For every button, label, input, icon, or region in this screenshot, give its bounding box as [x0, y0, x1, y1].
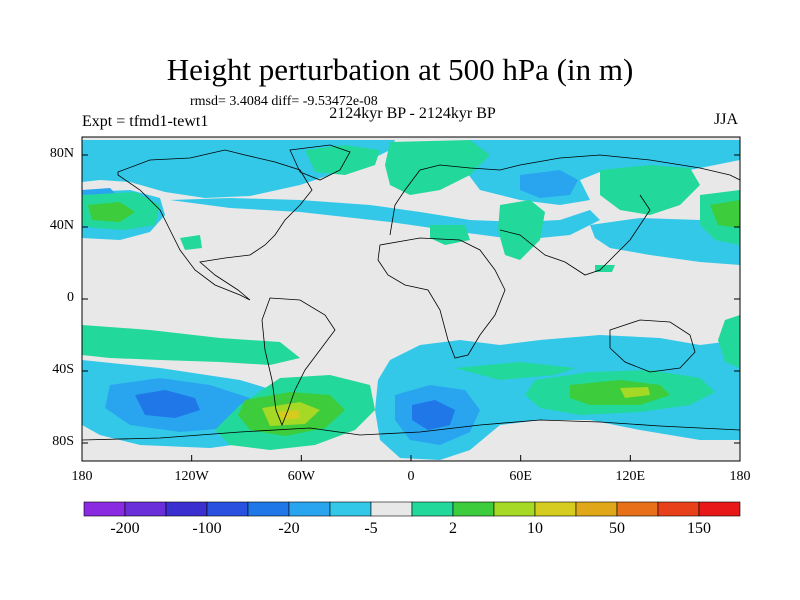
lat-label: 0 — [67, 290, 74, 305]
colorbar-swatch — [534, 501, 577, 517]
colorbar-swatch — [575, 501, 618, 517]
contour-region — [590, 218, 740, 265]
colorbar-swatch — [247, 501, 290, 517]
colorbar-label: 10 — [527, 520, 543, 537]
coastline-europe — [389, 154, 740, 236]
lat-label: 80S — [52, 434, 74, 449]
lon-label: 180 — [729, 469, 751, 484]
lat-label: 40N — [49, 218, 74, 233]
lat-label: 40S — [52, 362, 74, 377]
lon-label: 60W — [287, 469, 315, 484]
contour-region — [135, 390, 200, 418]
contour-region — [88, 202, 135, 222]
coastline-north-america — [117, 149, 313, 301]
coastline-australia — [609, 319, 696, 373]
lon-label: 60E — [509, 469, 532, 484]
contour-region — [82, 325, 300, 365]
lon-label: 120E — [615, 469, 646, 484]
contour-region — [455, 362, 575, 380]
contour-region — [620, 387, 650, 398]
colorbar-label: 150 — [687, 520, 711, 537]
colorbar-swatch — [206, 501, 249, 517]
contour-region — [520, 170, 578, 198]
contour-region — [570, 380, 670, 405]
colorbar-swatch — [165, 501, 208, 517]
contour-region — [170, 198, 600, 240]
colorbar-swatch — [288, 501, 331, 517]
contour-region — [710, 200, 740, 228]
contour-region — [718, 315, 740, 368]
coastline-antarctica — [82, 419, 740, 441]
coastlines — [82, 144, 740, 441]
colorbar-swatch — [83, 501, 126, 517]
period-label: 2124kyr BP - 2124kyr BP — [329, 105, 496, 122]
contour-region — [180, 235, 202, 250]
rmsd-stats: rmsd= 3.4084 diff= -9.53472e-08 — [190, 94, 378, 109]
lon-label: 0 — [407, 469, 415, 484]
colorbar-swatch — [411, 501, 454, 517]
map-title: Height perturbation at 500 hPa (in m) — [166, 52, 634, 87]
colorbar-label: -100 — [192, 520, 222, 537]
longitude-ticks — [81, 455, 741, 461]
colorbar-label: -20 — [278, 520, 300, 537]
contour-region — [600, 165, 700, 215]
contour-region — [305, 145, 380, 175]
experiment-label: Expt = tfmd1-tewt1 — [82, 113, 209, 130]
colorbar-swatch — [493, 501, 536, 517]
colorbar-label: 2 — [449, 520, 457, 537]
latitude-ticks — [82, 154, 740, 444]
lat-label: 80N — [49, 146, 74, 161]
contour-region — [498, 200, 545, 260]
map-panel — [82, 137, 740, 461]
lon-label: 120W — [174, 469, 209, 484]
coastline-asia — [499, 194, 651, 276]
coastline-greenland — [289, 144, 351, 181]
colorbar-label: 50 — [609, 520, 625, 537]
colorbar-swatch — [698, 501, 741, 517]
colorbar-label: -200 — [110, 520, 140, 537]
colorbar-swatch — [452, 501, 495, 517]
colorbar-swatch — [329, 501, 372, 517]
colorbar-swatch — [370, 501, 413, 517]
season-label: JJA — [714, 111, 739, 128]
coastline-south-america — [261, 297, 336, 427]
colorbar — [83, 501, 741, 517]
contour-region — [278, 410, 300, 420]
coastline-africa — [377, 237, 506, 359]
colorbar-label: -5 — [364, 520, 378, 537]
colorbar-swatch — [616, 501, 659, 517]
lon-label: 180 — [71, 469, 93, 484]
colorbar-swatch — [657, 501, 700, 517]
colorbar-swatch — [124, 501, 167, 517]
contour-region — [412, 400, 455, 430]
